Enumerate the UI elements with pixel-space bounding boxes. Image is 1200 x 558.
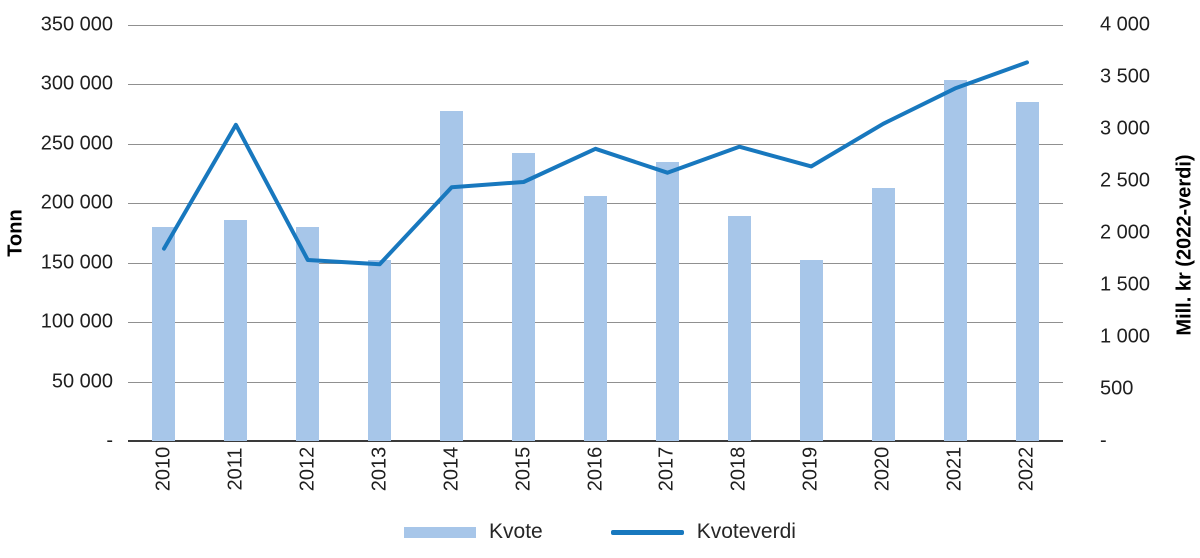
x-axis-tick-label-2016: 2016 <box>584 446 606 492</box>
right-axis-tick-label: 2 000 <box>1100 221 1151 244</box>
x-axis-tick-label-2017: 2017 <box>655 446 678 492</box>
left-axis-tick-label: 200 000 <box>40 191 113 214</box>
kvote-swatch <box>404 526 477 538</box>
left-axis-title: Tonn <box>4 209 27 257</box>
bar-2022 <box>1015 102 1039 441</box>
x-axis-tick-label-2021: 2021 <box>943 446 966 492</box>
bar-2016 <box>584 196 607 441</box>
right-axis-tick-label: 1 500 <box>1100 273 1151 296</box>
bar-2020 <box>871 187 895 441</box>
bar-2015 <box>512 153 536 441</box>
legend-item-kvoteverdi: Kvoteverdi <box>610 520 796 544</box>
left-axis-tick-label: 150 000 <box>40 251 113 274</box>
kvoteverdi-swatch <box>610 529 684 535</box>
bar-2017 <box>655 161 679 441</box>
left-axis-tick-label: 250 000 <box>40 132 113 155</box>
x-axis-line <box>128 440 1063 442</box>
gridline <box>128 84 1063 85</box>
legend: Kvote Kvoteverdi <box>0 520 1200 544</box>
left-axis-tick-label: - <box>106 429 113 452</box>
bar-2011 <box>224 219 248 441</box>
legend-label-kvote: Kvote <box>489 520 543 543</box>
right-axis-tick-label: 500 <box>1100 377 1134 400</box>
bar-2010 <box>152 227 176 441</box>
left-axis-tick-label: 50 000 <box>51 370 113 393</box>
x-axis-tick-label-2013: 2013 <box>368 446 391 492</box>
right-axis-tick-label: 3 500 <box>1100 65 1151 88</box>
left-axis-tick-label: 100 000 <box>40 310 113 333</box>
x-axis-tick-label-2019: 2019 <box>799 446 822 492</box>
gridline <box>128 25 1063 26</box>
right-axis-title: Mill. kr (2022-verdi) <box>1173 154 1196 336</box>
legend-label-kvoteverdi: Kvoteverdi <box>696 520 796 543</box>
legend-item-kvote: Kvote <box>404 520 543 544</box>
bar-2021 <box>943 79 967 441</box>
x-axis-tick-label-2020: 2020 <box>871 446 894 492</box>
bar-2012 <box>296 227 320 441</box>
bar-2018 <box>727 216 751 441</box>
bar-2013 <box>368 260 392 441</box>
right-axis-tick-label: 2 500 <box>1100 169 1151 192</box>
left-axis-tick-label: 350 000 <box>40 13 113 36</box>
x-axis-tick-label-2010: 2010 <box>152 446 175 492</box>
x-axis-tick-label-2011: 2011 <box>224 447 247 491</box>
kvoteverdi-line <box>162 60 1029 267</box>
bar-2019 <box>799 260 823 441</box>
x-axis-tick-label-2012: 2012 <box>296 446 319 492</box>
right-axis-tick-label: - <box>1100 429 1107 452</box>
right-axis-tick-label: 4 000 <box>1100 13 1151 36</box>
left-axis-tick-label: 300 000 <box>40 72 113 95</box>
right-axis-tick-label: 3 000 <box>1100 117 1151 140</box>
kvoteverdi-line-layer <box>162 60 1029 267</box>
right-axis-tick-label: 1 000 <box>1100 325 1151 348</box>
x-axis-tick-label-2014: 2014 <box>440 446 463 492</box>
gridline <box>128 144 1063 145</box>
x-axis-tick-label-2015: 2015 <box>512 446 535 492</box>
plot-area <box>128 25 1063 442</box>
x-axis-tick-label-2022: 2022 <box>1015 446 1038 492</box>
x-axis-tick-label-2018: 2018 <box>727 446 750 492</box>
